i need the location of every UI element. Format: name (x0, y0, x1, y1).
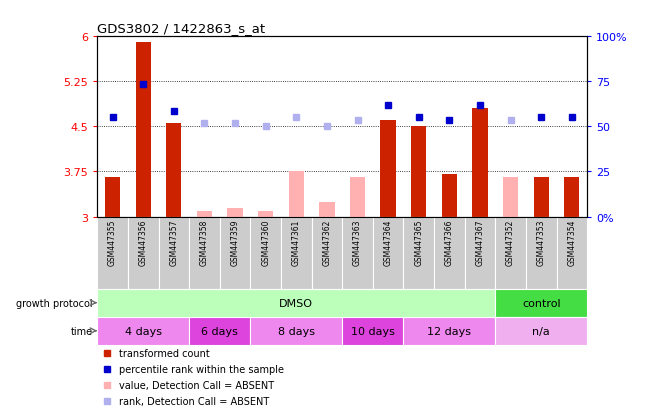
FancyBboxPatch shape (189, 317, 250, 345)
Text: GSM447356: GSM447356 (139, 219, 148, 266)
Text: GSM447354: GSM447354 (567, 219, 576, 266)
Bar (227, 208, 243, 217)
FancyBboxPatch shape (158, 217, 189, 289)
Text: 4 days: 4 days (125, 326, 162, 336)
Text: DMSO: DMSO (279, 298, 313, 308)
Text: 10 days: 10 days (351, 326, 395, 336)
Text: GSM447363: GSM447363 (353, 219, 362, 266)
Bar (105, 178, 120, 217)
FancyBboxPatch shape (97, 317, 189, 345)
FancyBboxPatch shape (464, 217, 495, 289)
Text: control: control (522, 298, 560, 308)
Text: GDS3802 / 1422863_s_at: GDS3802 / 1422863_s_at (97, 21, 266, 35)
Text: GSM447357: GSM447357 (169, 219, 178, 266)
Bar (411, 127, 426, 217)
FancyBboxPatch shape (128, 217, 158, 289)
Text: GSM447364: GSM447364 (384, 219, 393, 266)
FancyBboxPatch shape (434, 217, 464, 289)
FancyBboxPatch shape (373, 217, 403, 289)
FancyBboxPatch shape (250, 217, 281, 289)
FancyBboxPatch shape (342, 317, 403, 345)
Text: GSM447367: GSM447367 (476, 219, 484, 266)
Text: growth protocol: growth protocol (16, 298, 93, 308)
Text: value, Detection Call = ABSENT: value, Detection Call = ABSENT (119, 380, 274, 390)
Text: GSM447358: GSM447358 (200, 219, 209, 266)
Text: percentile rank within the sample: percentile rank within the sample (119, 364, 285, 374)
FancyBboxPatch shape (403, 217, 434, 289)
Bar (472, 109, 488, 217)
Text: GSM447362: GSM447362 (322, 219, 331, 266)
Bar (197, 211, 212, 217)
Bar (258, 211, 273, 217)
Text: GSM447352: GSM447352 (506, 219, 515, 266)
FancyBboxPatch shape (495, 217, 526, 289)
Text: GSM447361: GSM447361 (292, 219, 301, 266)
Bar (503, 178, 518, 217)
FancyBboxPatch shape (220, 217, 250, 289)
Text: 6 days: 6 days (201, 326, 238, 336)
Bar (350, 178, 365, 217)
FancyBboxPatch shape (281, 217, 311, 289)
FancyBboxPatch shape (526, 217, 556, 289)
FancyBboxPatch shape (403, 317, 495, 345)
FancyBboxPatch shape (495, 289, 587, 317)
Text: n/a: n/a (532, 326, 550, 336)
Bar (136, 43, 151, 217)
FancyBboxPatch shape (97, 289, 495, 317)
Text: GSM447366: GSM447366 (445, 219, 454, 266)
Bar (166, 124, 181, 217)
Text: 8 days: 8 days (278, 326, 315, 336)
Bar (350, 178, 365, 217)
FancyBboxPatch shape (342, 217, 373, 289)
FancyBboxPatch shape (97, 217, 128, 289)
Bar (564, 178, 580, 217)
Text: transformed count: transformed count (119, 348, 210, 358)
Text: GSM447360: GSM447360 (261, 219, 270, 266)
Text: time: time (70, 326, 93, 336)
Text: 12 days: 12 days (427, 326, 471, 336)
Bar (319, 202, 335, 217)
Text: GSM447355: GSM447355 (108, 219, 117, 266)
FancyBboxPatch shape (250, 317, 342, 345)
FancyBboxPatch shape (311, 217, 342, 289)
Bar (442, 175, 457, 217)
Bar (289, 172, 304, 217)
FancyBboxPatch shape (189, 217, 220, 289)
FancyBboxPatch shape (556, 217, 587, 289)
Bar (533, 178, 549, 217)
Text: GSM447359: GSM447359 (231, 219, 240, 266)
Bar (380, 121, 396, 217)
FancyBboxPatch shape (495, 317, 587, 345)
Text: GSM447365: GSM447365 (414, 219, 423, 266)
Text: rank, Detection Call = ABSENT: rank, Detection Call = ABSENT (119, 396, 270, 406)
Text: GSM447353: GSM447353 (537, 219, 546, 266)
